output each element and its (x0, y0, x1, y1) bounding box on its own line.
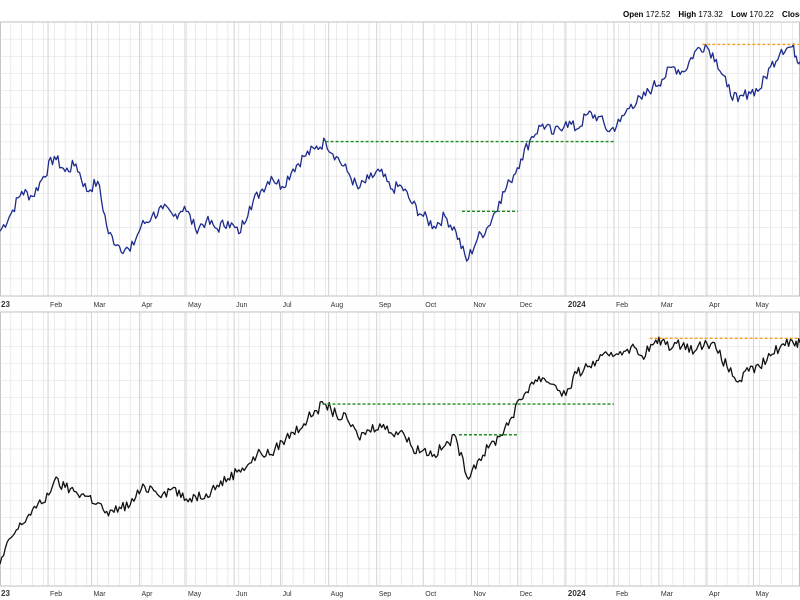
x-tick-label: 23 (1, 589, 10, 598)
upper-price-panel: 23 Feb Mar Apr May Jun Jul Aug Sep Oct Nov Dec 2024 F… (0, 21, 800, 309)
x-tick-label: Sep (379, 591, 392, 598)
x-tick-label: Mar (661, 591, 674, 598)
price-line (0, 336, 800, 565)
x-tick-label: Mar (93, 591, 106, 598)
x-tick-label: Mar (93, 302, 106, 309)
x-tick-label: Feb (50, 591, 62, 598)
close-label: Close (782, 10, 800, 19)
high-label: High (678, 10, 697, 19)
x-tick-label: Aug (331, 302, 344, 309)
x-tick-label: 2024 (568, 589, 586, 598)
x-tick-label: Mar (661, 302, 674, 309)
x-tick-label: Aug (331, 591, 344, 598)
x-tick-label: Oct (425, 302, 436, 309)
x-tick-label: Sep (379, 302, 392, 309)
open-label: Open (623, 10, 644, 19)
x-tick-label: Feb (616, 591, 628, 598)
x-tick-label: Apr (142, 591, 154, 598)
x-tick-label: May (755, 591, 769, 598)
x-tick-label: Oct (425, 591, 436, 598)
x-tick-label: 23 (1, 300, 10, 309)
grid (0, 312, 800, 586)
x-tick-label: Dec (520, 302, 533, 309)
x-tick-label: Nov (473, 302, 486, 309)
x-tick-label: Jun (236, 302, 247, 309)
x-tick-label: Apr (142, 302, 154, 309)
x-tick-label: Nov (473, 591, 486, 598)
x-tick-label: May (188, 302, 202, 309)
x-tick-label: 2024 (568, 300, 586, 309)
x-tick-label: May (755, 302, 769, 309)
x-tick-label: Jul (283, 591, 292, 598)
low-label: Low (731, 10, 748, 19)
x-tick-label: Feb (616, 302, 628, 309)
ohlc-readout: Open 172.52 High 173.32 Low 170.22 Close (623, 10, 800, 19)
x-tick-label: May (188, 591, 202, 598)
x-tick-label: Jul (283, 302, 292, 309)
low-value: 170.22 (749, 10, 774, 19)
x-tick-label: Dec (520, 591, 533, 598)
x-tick-label: Jun (236, 591, 247, 598)
x-tick-label: Apr (709, 302, 721, 309)
high-value: 173.32 (698, 10, 723, 19)
open-value: 172.52 (645, 10, 671, 19)
lower-price-panel: 23 Feb Mar Apr May Jun Jul Aug Sep Oct Nov Dec 2024 F… (0, 311, 800, 598)
price-line (0, 43, 800, 262)
x-tick-label: Feb (50, 302, 62, 309)
x-tick-label: Apr (709, 591, 721, 598)
